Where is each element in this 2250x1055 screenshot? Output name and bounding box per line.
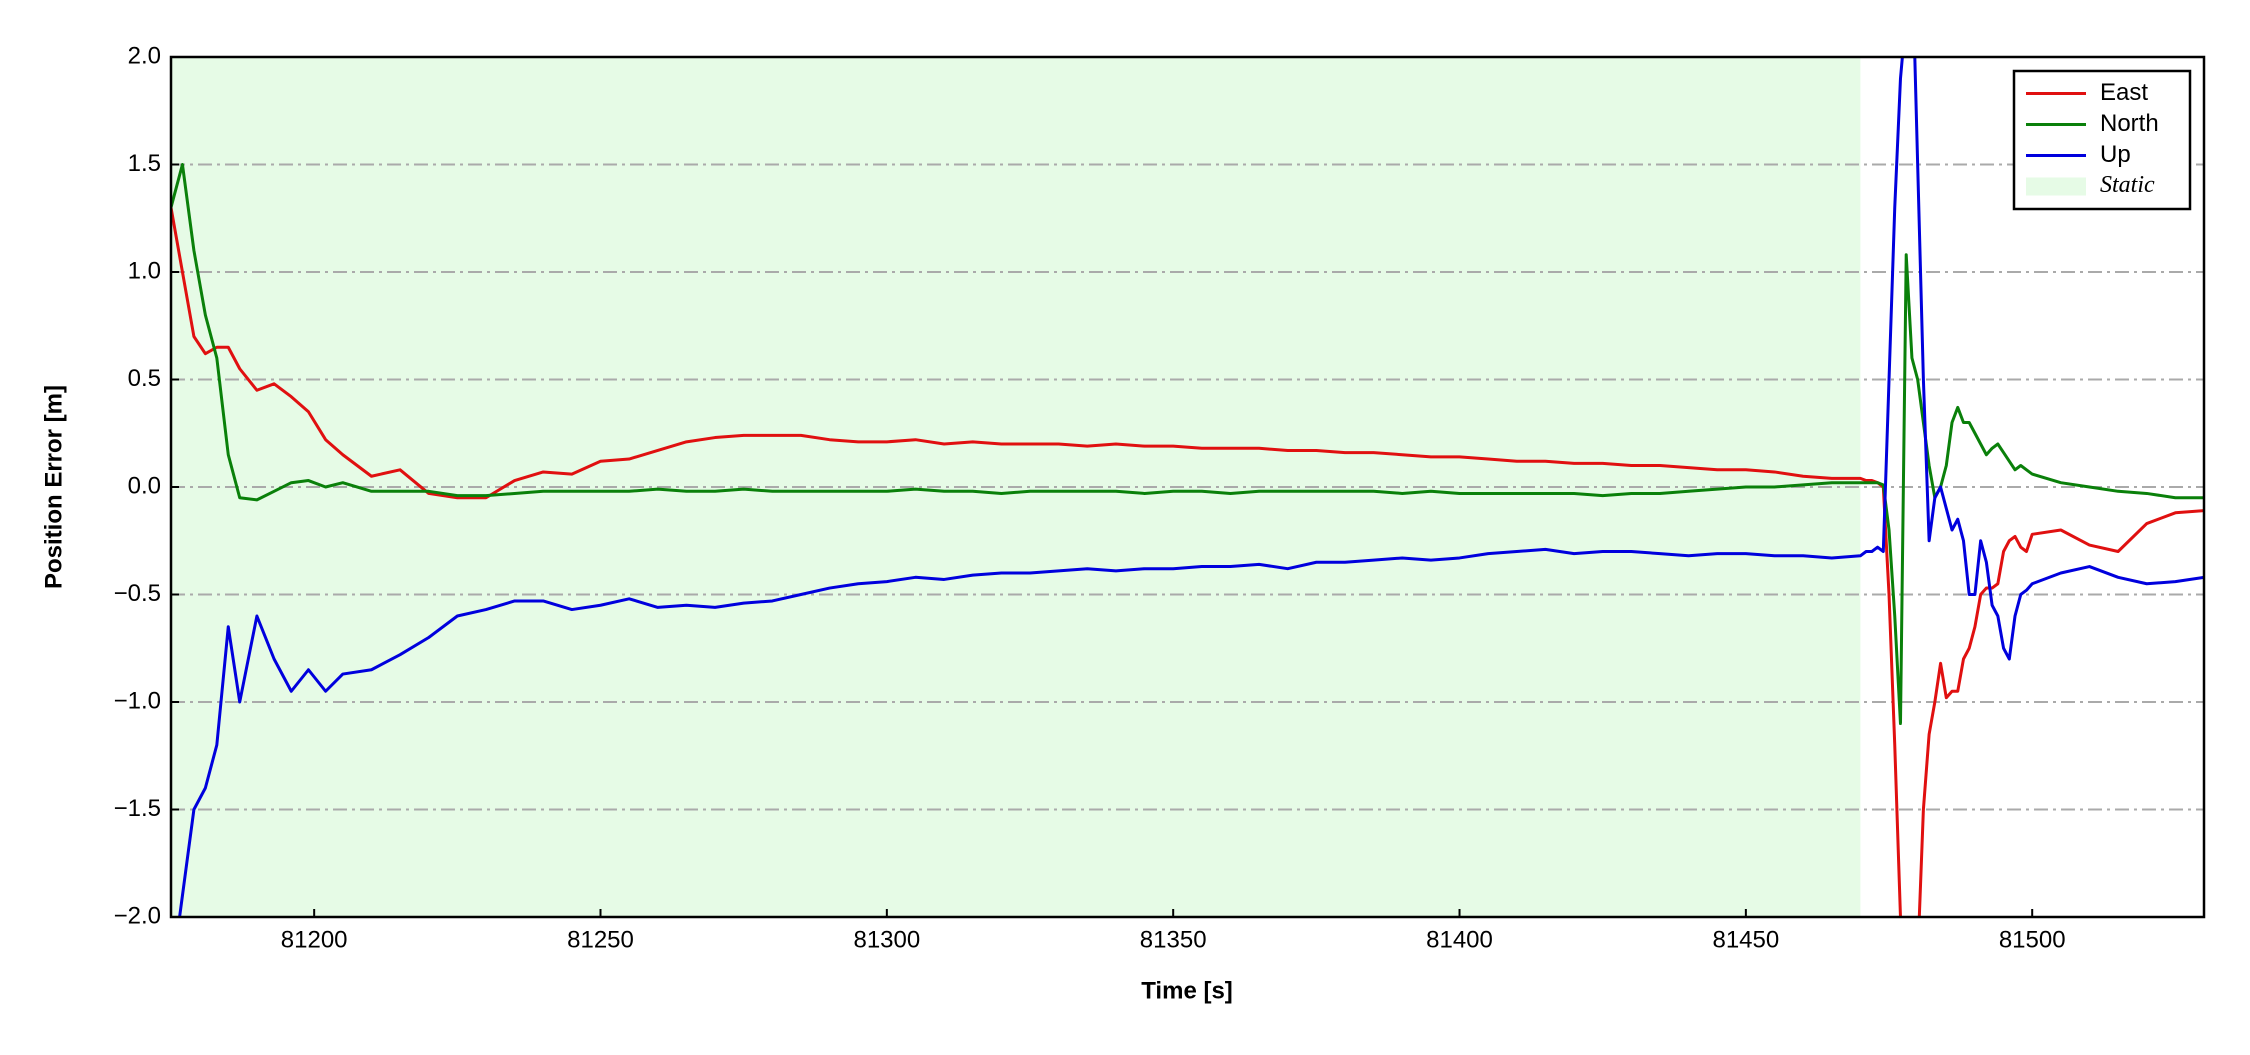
legend-label: Up (2100, 141, 2131, 168)
data-line (178, 57, 2204, 917)
y-tick-label: −1.0 (114, 687, 161, 714)
x-axis-label: Time [s] (1141, 977, 1233, 1004)
x-tick-label: 81350 (1140, 926, 1207, 953)
y-tick-label: −1.5 (114, 795, 161, 822)
y-tick-label: 2.0 (128, 42, 161, 69)
data-line (171, 163, 2204, 725)
x-tick-label: 81500 (1999, 926, 2066, 953)
y-tick-label: 1.5 (128, 150, 161, 177)
data-line (171, 207, 2204, 917)
y-tick-label: −2.0 (114, 902, 161, 929)
y-axis-label: Position Error [m] (40, 385, 67, 589)
legend-label: Static (2100, 172, 2155, 198)
y-tick-label: 0.0 (128, 472, 161, 499)
x-tick-label: 81300 (853, 926, 920, 953)
y-tick-label: 0.5 (128, 365, 161, 392)
x-tick-label: 81400 (1426, 926, 1493, 953)
plot-frame (169, 55, 2206, 919)
x-tick-label: 81200 (281, 926, 348, 953)
legend-swatch (2026, 177, 2086, 196)
legend: East North Up Static (2012, 69, 2192, 211)
y-tick-label: −0.5 (114, 580, 161, 607)
legend-label: North (2100, 110, 2159, 137)
x-tick-label: 81250 (567, 926, 634, 953)
legend-label: East (2100, 79, 2148, 106)
x-tick-label: 81450 (1712, 926, 1779, 953)
plot-area (171, 57, 2204, 917)
y-tick-label: 1.0 (128, 257, 161, 284)
